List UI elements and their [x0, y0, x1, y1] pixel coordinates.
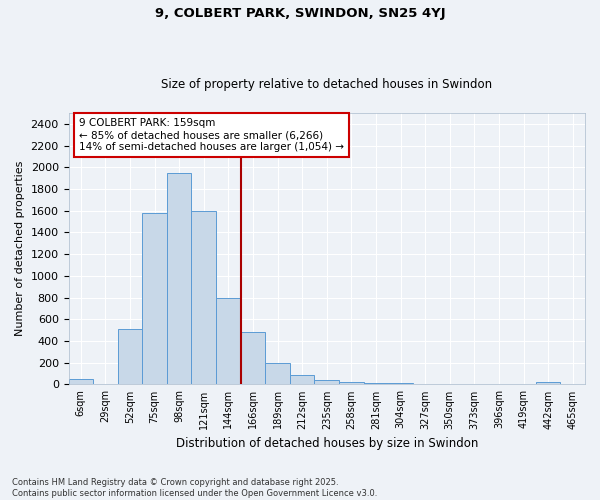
Bar	[314, 380, 339, 384]
Bar	[290, 375, 314, 384]
Bar	[142, 213, 167, 384]
X-axis label: Distribution of detached houses by size in Swindon: Distribution of detached houses by size …	[176, 437, 478, 450]
Bar	[167, 172, 191, 384]
Y-axis label: Number of detached properties: Number of detached properties	[15, 161, 25, 336]
Bar	[118, 329, 142, 384]
Bar	[191, 210, 216, 384]
Bar	[68, 379, 93, 384]
Bar	[339, 382, 364, 384]
Text: 9, COLBERT PARK, SWINDON, SN25 4YJ: 9, COLBERT PARK, SWINDON, SN25 4YJ	[155, 8, 445, 20]
Bar	[216, 298, 241, 384]
Title: Size of property relative to detached houses in Swindon: Size of property relative to detached ho…	[161, 78, 493, 91]
Bar	[536, 382, 560, 384]
Text: 9 COLBERT PARK: 159sqm
← 85% of detached houses are smaller (6,266)
14% of semi-: 9 COLBERT PARK: 159sqm ← 85% of detached…	[79, 118, 344, 152]
Bar	[241, 332, 265, 384]
Bar	[265, 362, 290, 384]
Text: Contains HM Land Registry data © Crown copyright and database right 2025.
Contai: Contains HM Land Registry data © Crown c…	[12, 478, 377, 498]
Bar	[364, 383, 388, 384]
